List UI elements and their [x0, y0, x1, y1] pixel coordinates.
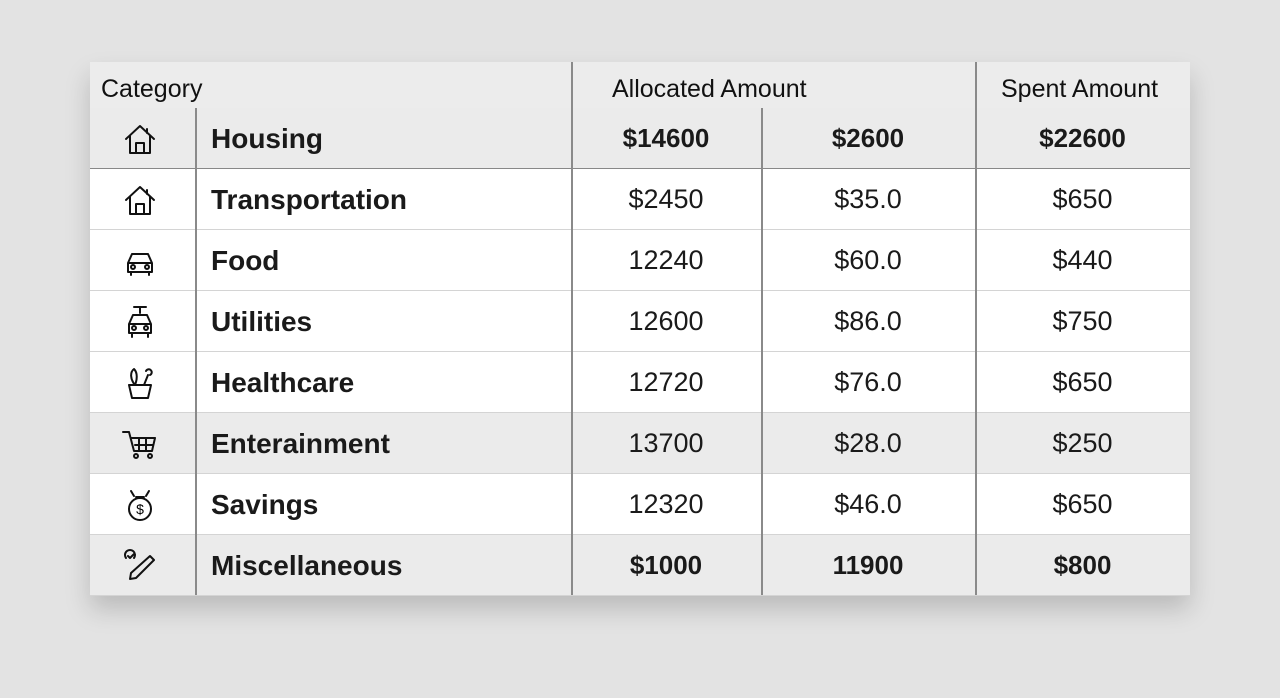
category-icon [122, 431, 156, 459]
amount-cell: $76.0 [834, 367, 902, 397]
column-divider [975, 62, 977, 595]
amount-cell: $14600 [622, 123, 710, 153]
header-cell: Spent Amount [1001, 75, 1159, 103]
amount-cell: $1000 [629, 550, 703, 580]
amount-cell: $2600 [831, 123, 905, 153]
category-icon [128, 306, 152, 338]
category-icon [127, 253, 153, 276]
table-row: Utilities 12600 $86.0 $750 [90, 291, 1190, 352]
amount-cell: 12600 [628, 306, 704, 336]
category-name: Savings [211, 489, 319, 520]
amount-cell: $440 [1052, 245, 1113, 275]
category-name: Utilities [211, 306, 313, 337]
category-name: Transportation [211, 184, 408, 215]
table-row: Enterainment 13700 $28.0 $250 [90, 413, 1190, 474]
category-icon [125, 186, 155, 215]
table-row: $ Savings 12320 $46.0 $650 [90, 474, 1190, 535]
amount-cell: 12320 [628, 489, 704, 519]
amount-cell: 12240 [628, 245, 704, 275]
amount-cell: $22600 [1039, 123, 1126, 153]
table-row: Miscellaneous $1000 11900 $800 [90, 535, 1190, 596]
category-name: Healthcare [211, 367, 355, 398]
amount-cell: 11900 [832, 550, 904, 580]
category-icon [128, 368, 153, 399]
amount-cell: $60.0 [834, 245, 902, 275]
amount-cell: 13700 [628, 428, 704, 458]
svg-text:$: $ [136, 501, 144, 517]
column-divider [571, 62, 573, 595]
category-name: Housing [211, 123, 323, 154]
header-row: Category Allocated Amount Spent Amount [90, 62, 1190, 109]
table-row: Transportation $2450 $35.0 $650 [90, 169, 1190, 230]
column-divider [195, 108, 197, 595]
category-icon: $ [128, 490, 152, 521]
amount-cell: $650 [1052, 184, 1113, 214]
header-cell: Allocated Amount [612, 75, 807, 103]
category-icon [125, 125, 155, 154]
category-name: Enterainment [211, 428, 390, 459]
category-icon [124, 549, 155, 580]
amount-cell: $650 [1052, 367, 1113, 397]
table-row: Housing $14600 $2600 $22600 [90, 108, 1190, 169]
amount-cell: $35.0 [834, 184, 902, 214]
amount-cell: $750 [1052, 306, 1113, 336]
amount-cell: $800 [1053, 550, 1112, 580]
amount-cell: 12720 [628, 367, 704, 397]
column-divider [761, 108, 763, 595]
table-row: Healthcare 12720 $76.0 $650 [90, 352, 1190, 413]
amount-cell: $86.0 [834, 306, 902, 336]
amount-cell: $250 [1052, 428, 1113, 458]
amount-cell: $2450 [628, 184, 704, 214]
category-name: Food [211, 245, 280, 276]
amount-cell: $650 [1052, 489, 1113, 519]
header-cell: Category [101, 75, 203, 103]
amount-cell: $28.0 [834, 428, 902, 458]
table-row: Food 12240 $60.0 $440 [90, 230, 1190, 291]
amount-cell: $46.0 [834, 489, 902, 519]
budget-table: Category Allocated Amount Spent Amount H… [90, 62, 1190, 596]
category-name: Miscellaneous [211, 550, 403, 581]
